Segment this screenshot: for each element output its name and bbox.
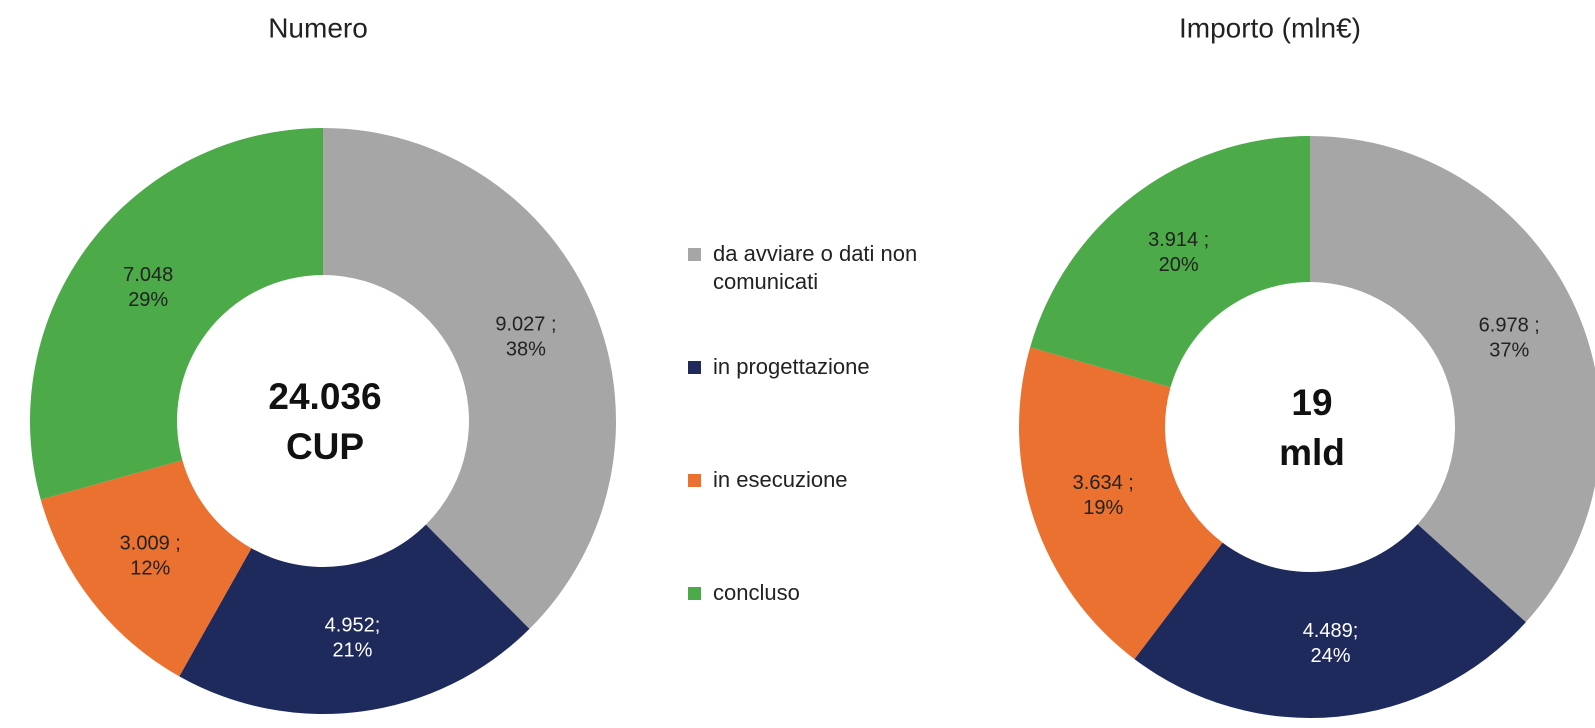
donut-slice [1134,524,1526,718]
data-label: 9.027 ; 38% [495,314,556,361]
legend-item: in progettazione [688,353,978,466]
chart-title: Importo (mln€) [1179,12,1361,43]
data-label-line: 19% [1083,497,1123,519]
legend-label: in esecuzione [713,467,848,492]
data-label-line: 3.009 ; [120,533,181,555]
legend-item: concluso [688,579,978,692]
center-label: 19 [1291,382,1332,423]
chart-title: Numero [268,12,368,43]
data-label-line: 4.952; [325,615,381,637]
donut-slice [1310,136,1595,623]
data-label-line: 37% [1489,340,1529,362]
data-label-line: 38% [506,339,546,361]
data-label: 6.978 ; 37% [1479,315,1540,362]
legend-swatch [688,248,701,261]
legend-label: in progettazione [713,354,870,379]
data-label: 3.914 ; 20% [1148,229,1209,276]
center-label: CUP [286,426,364,467]
legend-label: concluso [713,580,800,605]
data-label-line: 4.489; [1303,620,1359,642]
donut-slice [40,460,252,677]
data-label-line: 3.914 ; [1148,229,1209,251]
data-label: 4.489; 24% [1303,620,1359,667]
data-label-line: 21% [332,640,372,662]
donut-slice [1030,136,1310,388]
data-label: 4.952; 21% [325,615,381,662]
data-label-line: 6.978 ; [1479,315,1540,337]
data-label-line: 3.634 ; [1073,472,1134,494]
data-label-line: 12% [130,558,170,580]
data-label-line: 9.027 ; [495,314,556,336]
data-label-line: 7.048 [123,265,173,287]
legend-swatch [688,361,701,374]
legend-swatch [688,474,701,487]
data-label: 7.048 29% [123,265,173,312]
data-label: 3.009 ; 12% [120,533,181,580]
donut-slice [1019,347,1223,660]
legend: da avviare o dati non comunicati in proge… [688,240,978,692]
legend-item: in esecuzione [688,466,978,579]
legend-swatch [688,587,701,600]
center-label: 24.036 [268,376,381,417]
legend-item: da avviare o dati non comunicati [688,240,978,353]
donut-slice [323,128,617,629]
center-label: mld [1279,432,1345,473]
donut-slice [179,524,530,714]
data-label-line: 20% [1159,254,1199,276]
data-label: 3.634 ; 19% [1073,472,1134,519]
donut-slice [29,128,323,500]
data-label-line: 29% [128,290,168,312]
legend-label: da avviare o dati non comunicati [713,241,918,294]
data-label-line: 24% [1310,645,1350,667]
